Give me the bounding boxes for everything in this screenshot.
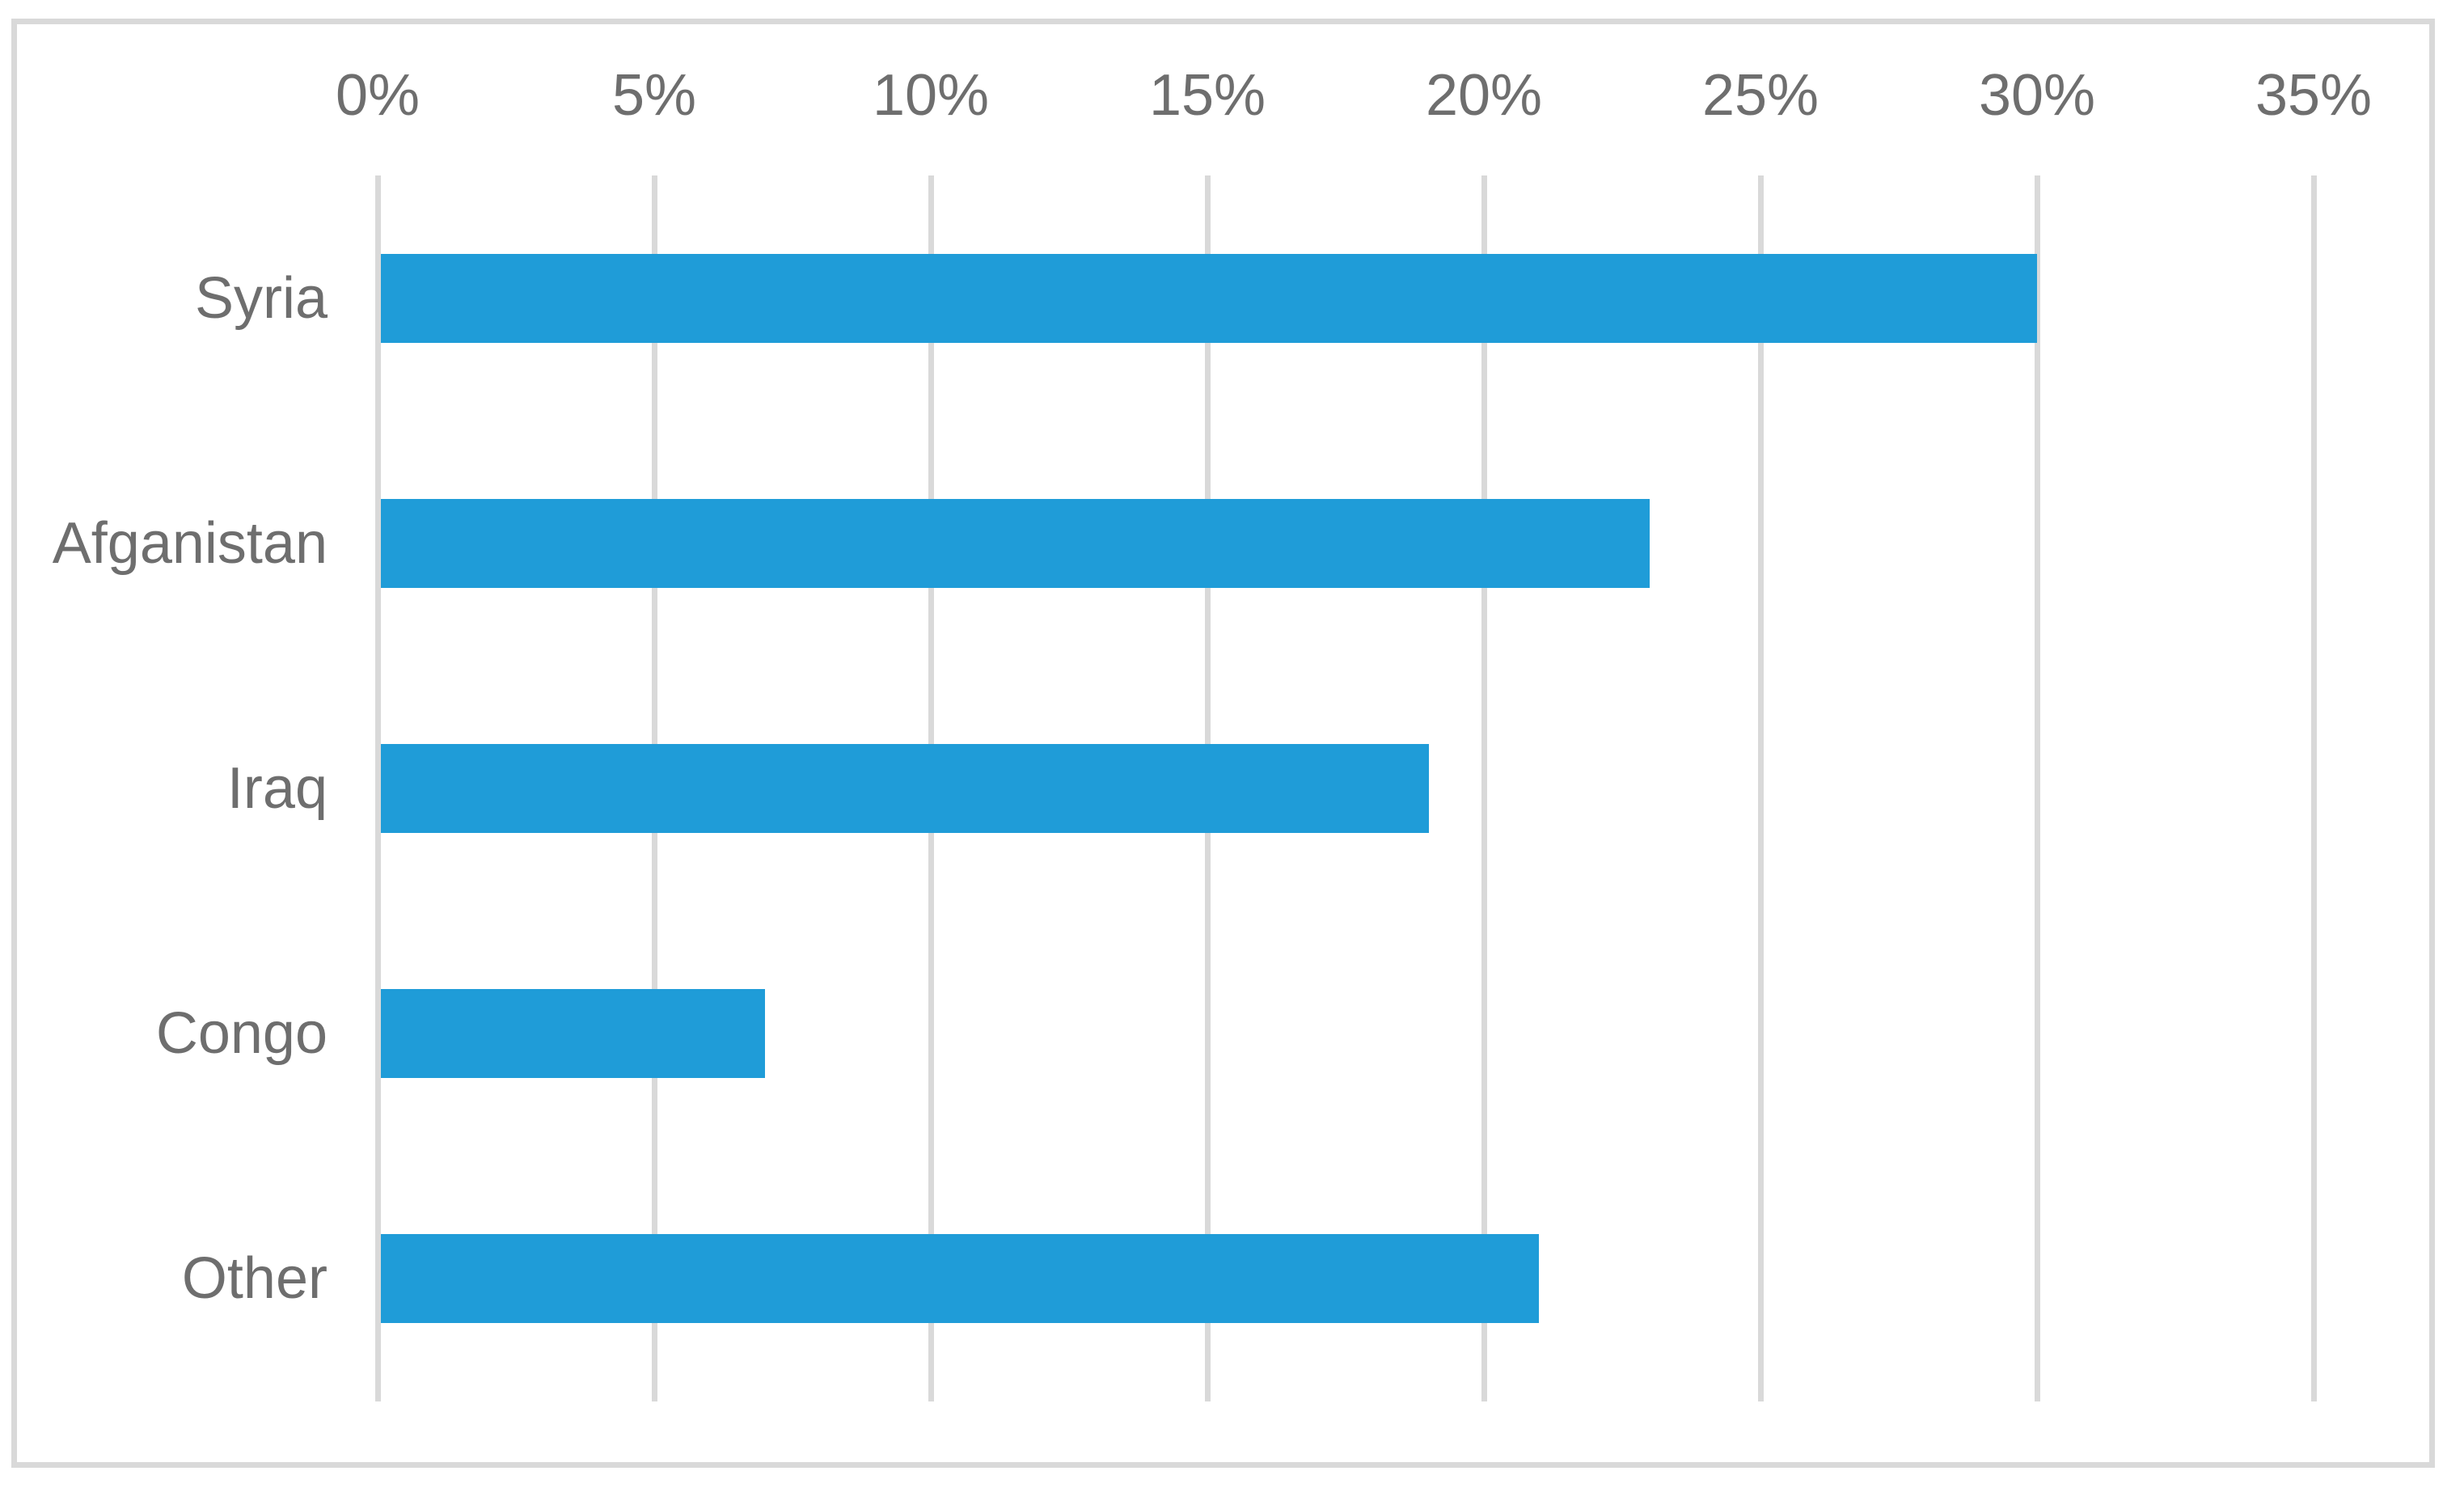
- category-label-other: Other: [181, 1246, 328, 1312]
- x-axis-tick-label: 15%: [1148, 63, 1266, 128]
- gridline: [1481, 175, 1487, 1401]
- x-axis-tick-label: 20%: [1425, 63, 1543, 128]
- x-axis-tick-label: 5%: [611, 63, 697, 128]
- gridline: [2034, 175, 2040, 1401]
- bar-iraq: [381, 744, 1429, 833]
- x-axis-tick-label: 0%: [335, 63, 421, 128]
- bar-congo: [381, 989, 765, 1079]
- x-axis-tick-label: 35%: [2255, 63, 2373, 128]
- x-axis-tick-label: 30%: [1978, 63, 2096, 128]
- gridline: [374, 175, 381, 1401]
- category-label-afganistan: Afganistan: [52, 510, 328, 576]
- category-label-syria: Syria: [194, 265, 328, 331]
- gridline: [2310, 175, 2317, 1401]
- bar-other: [381, 1234, 1540, 1324]
- x-axis-tick-label: 25%: [1701, 63, 1819, 128]
- bar-syria: [381, 253, 2037, 343]
- bar-afganistan: [381, 498, 1650, 588]
- x-axis-tick-label: 10%: [872, 63, 990, 128]
- category-label-iraq: Iraq: [226, 756, 328, 821]
- category-label-congo: Congo: [155, 1001, 328, 1067]
- gridline: [1757, 175, 1764, 1401]
- chart-area-border: [11, 19, 2435, 1468]
